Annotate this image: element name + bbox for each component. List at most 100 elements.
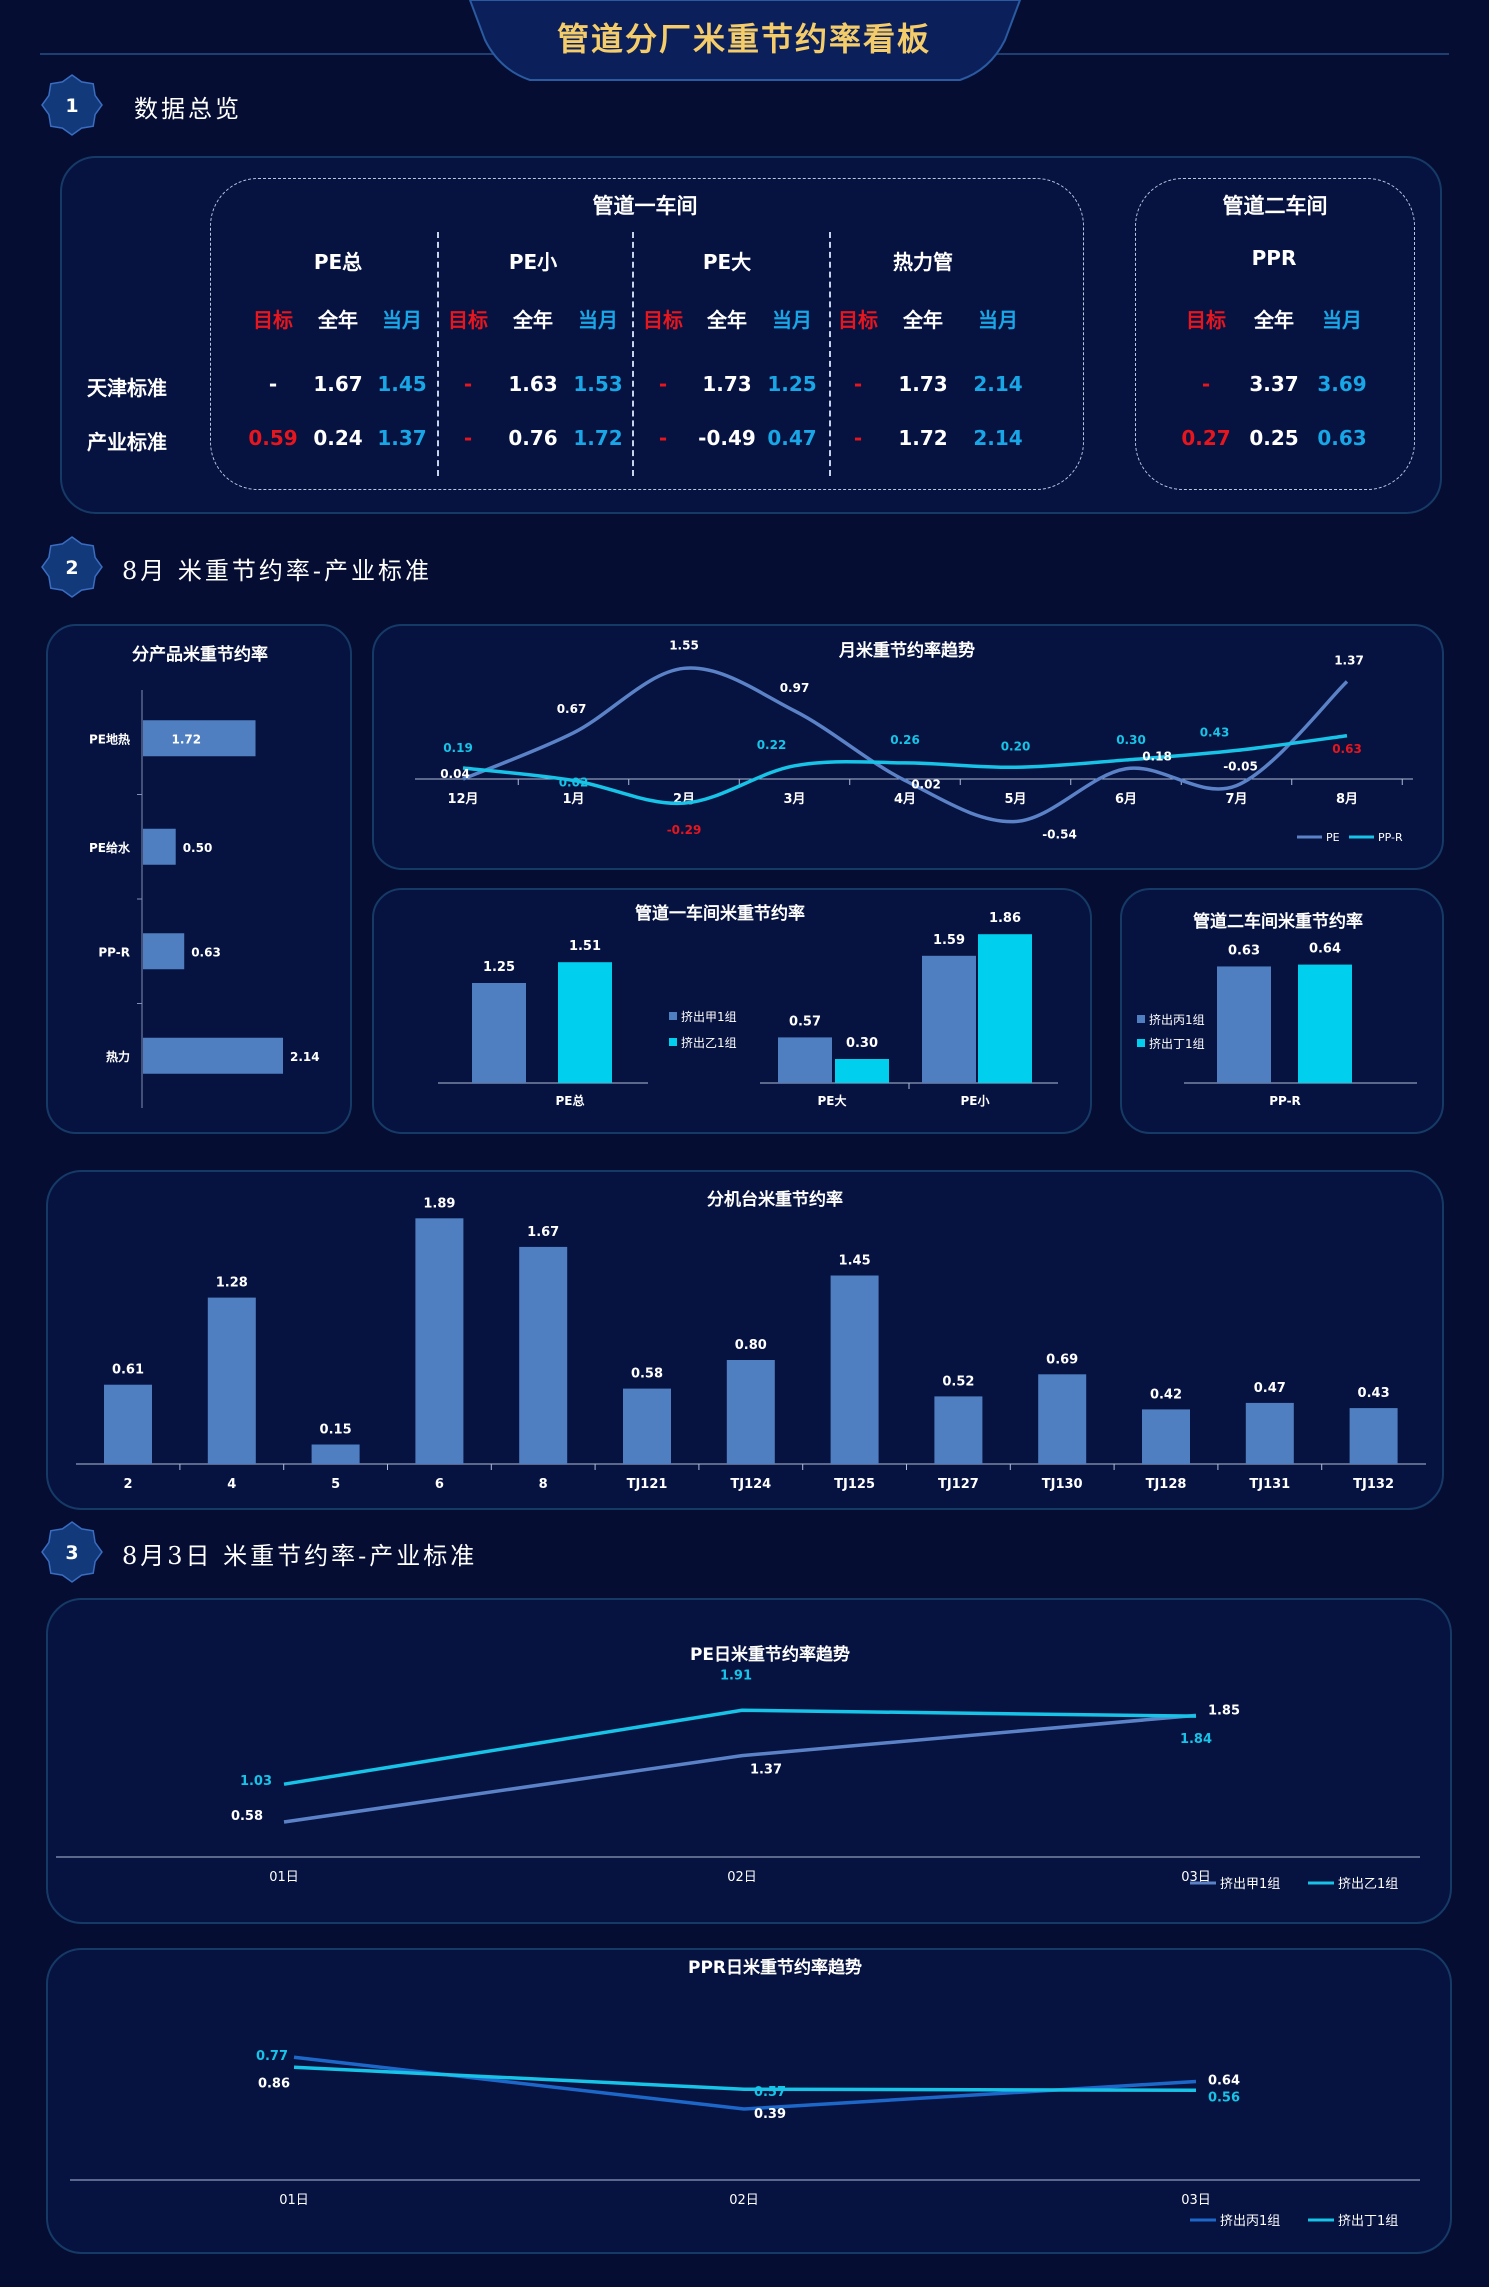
workshop2-title: 管道二车间 bbox=[1222, 194, 1328, 218]
ws2-panel bbox=[1120, 888, 1444, 1134]
bar bbox=[143, 933, 185, 970]
data-label: 1.55 bbox=[669, 638, 699, 652]
data-label: 0.43 bbox=[1200, 725, 1230, 739]
target-header: 目标 bbox=[448, 308, 488, 332]
bar bbox=[143, 720, 256, 757]
value-cell: - bbox=[268, 372, 278, 396]
bar bbox=[978, 934, 1032, 1083]
data-label: 0.18 bbox=[1142, 750, 1172, 764]
data-label: 0.52 bbox=[942, 1374, 974, 1389]
x-tick-label: PE小 bbox=[961, 1093, 990, 1108]
data-label: 0.47 bbox=[1254, 1381, 1286, 1396]
x-tick-label: PP-R bbox=[1269, 1094, 1301, 1108]
legend-label: 挤出丁1组 bbox=[1338, 2214, 1398, 2229]
data-label: 1.85 bbox=[1208, 1703, 1240, 1718]
data-label: 0.63 bbox=[1332, 742, 1362, 756]
x-tick-label: 03日 bbox=[1181, 1870, 1211, 1885]
data-label: 0.15 bbox=[320, 1423, 352, 1438]
data-label: 0.80 bbox=[735, 1338, 767, 1353]
section-title: 8月3日 米重节约率-产业标准 bbox=[122, 1542, 478, 1570]
data-label: 1.89 bbox=[423, 1196, 455, 1211]
data-label: 0.63 bbox=[1228, 943, 1260, 958]
data-label: 0.58 bbox=[231, 1809, 263, 1824]
x-tick-label: 5月 bbox=[1004, 792, 1026, 807]
bar bbox=[104, 1384, 152, 1464]
data-label: 0.64 bbox=[1309, 942, 1341, 957]
x-tick-label: 02日 bbox=[729, 2193, 759, 2208]
value-cell: 0.59 bbox=[248, 426, 298, 450]
month-header: 当月 bbox=[772, 308, 812, 332]
x-tick-label: 12月 bbox=[447, 792, 478, 807]
bar bbox=[143, 1037, 283, 1074]
year-header: 全年 bbox=[1254, 308, 1294, 332]
year-header: 全年 bbox=[903, 308, 943, 332]
data-label: 1.25 bbox=[483, 960, 515, 975]
x-tick-label: 02日 bbox=[727, 1870, 757, 1885]
ppr-daily-panel bbox=[46, 1948, 1452, 2254]
bar bbox=[1038, 1374, 1087, 1464]
x-tick-label: TJ125 bbox=[834, 1477, 875, 1492]
series-line-PP-R bbox=[462, 734, 1348, 806]
group-name: PPR bbox=[1251, 246, 1297, 270]
data-label: 0.26 bbox=[890, 733, 920, 747]
bar bbox=[1245, 1402, 1294, 1464]
legend-label: 挤出乙1组 bbox=[681, 1035, 737, 1050]
data-label: 1.72 bbox=[172, 732, 202, 746]
data-label: 1.51 bbox=[569, 939, 601, 954]
bar bbox=[922, 955, 976, 1083]
data-label: 0.02 bbox=[559, 775, 589, 789]
data-label: -0.29 bbox=[667, 823, 702, 837]
bar bbox=[1349, 1408, 1398, 1464]
data-label: 1.91 bbox=[720, 1668, 752, 1683]
title-banner: 管道分厂米重节约率看板 bbox=[40, 0, 1449, 81]
year-header: 全年 bbox=[318, 308, 358, 332]
value-cell: 1.73 bbox=[702, 372, 752, 396]
overview-panel bbox=[60, 156, 1442, 514]
value-cell: 1.67 bbox=[313, 372, 363, 396]
bar bbox=[623, 1388, 671, 1464]
data-label: 1.37 bbox=[750, 1763, 782, 1778]
group-name: 热力管 bbox=[893, 250, 953, 274]
data-label: 1.84 bbox=[1180, 1732, 1212, 1747]
value-cell: 0.47 bbox=[767, 426, 817, 450]
x-tick-label: TJ127 bbox=[938, 1477, 979, 1492]
x-tick-label: 4 bbox=[227, 1477, 236, 1492]
bar bbox=[207, 1297, 256, 1464]
legend-label: 挤出丙1组 bbox=[1149, 1012, 1205, 1027]
workshop1-box bbox=[210, 178, 1084, 490]
section-title: 8月 米重节约率-产业标准 bbox=[122, 557, 433, 585]
data-label: 0.20 bbox=[1001, 739, 1031, 753]
value-cell: - bbox=[463, 372, 473, 396]
target-header: 目标 bbox=[643, 308, 683, 332]
target-header: 目标 bbox=[253, 308, 293, 332]
value-cell: 0.24 bbox=[313, 426, 363, 450]
data-label: 0.64 bbox=[1208, 2074, 1240, 2089]
bar bbox=[830, 1275, 879, 1464]
data-label: 0.04 bbox=[440, 767, 470, 781]
legend-label: 挤出乙1组 bbox=[1338, 1877, 1398, 1892]
data-label: 0.42 bbox=[1150, 1387, 1182, 1402]
month-header: 当月 bbox=[382, 308, 422, 332]
value-cell: 1.72 bbox=[573, 426, 623, 450]
series-line-PE bbox=[462, 666, 1349, 824]
legend-label: PP-R bbox=[1378, 831, 1403, 844]
legend-label: 挤出丙1组 bbox=[1220, 2214, 1280, 2229]
value-cell: - bbox=[853, 426, 863, 450]
data-label: 0.61 bbox=[112, 1363, 144, 1378]
bar bbox=[1217, 966, 1271, 1083]
value-cell: 0.27 bbox=[1181, 426, 1231, 450]
data-label: 0.86 bbox=[258, 2076, 290, 2091]
value-cell: 1.45 bbox=[377, 372, 427, 396]
data-label: 0.50 bbox=[183, 841, 213, 855]
category-label: PE给水 bbox=[89, 840, 131, 855]
x-tick-label: 7月 bbox=[1225, 792, 1247, 807]
value-cell: - bbox=[1201, 372, 1211, 396]
data-label: 1.28 bbox=[216, 1276, 248, 1291]
x-tick-label: 2 bbox=[123, 1477, 132, 1492]
value-cell: 1.73 bbox=[898, 372, 948, 396]
data-label: 0.39 bbox=[754, 2107, 786, 2122]
year-header: 全年 bbox=[513, 308, 553, 332]
value-cell: 3.69 bbox=[1317, 372, 1367, 396]
data-label: 2.14 bbox=[290, 1050, 320, 1064]
x-tick-label: 1月 bbox=[562, 792, 584, 807]
